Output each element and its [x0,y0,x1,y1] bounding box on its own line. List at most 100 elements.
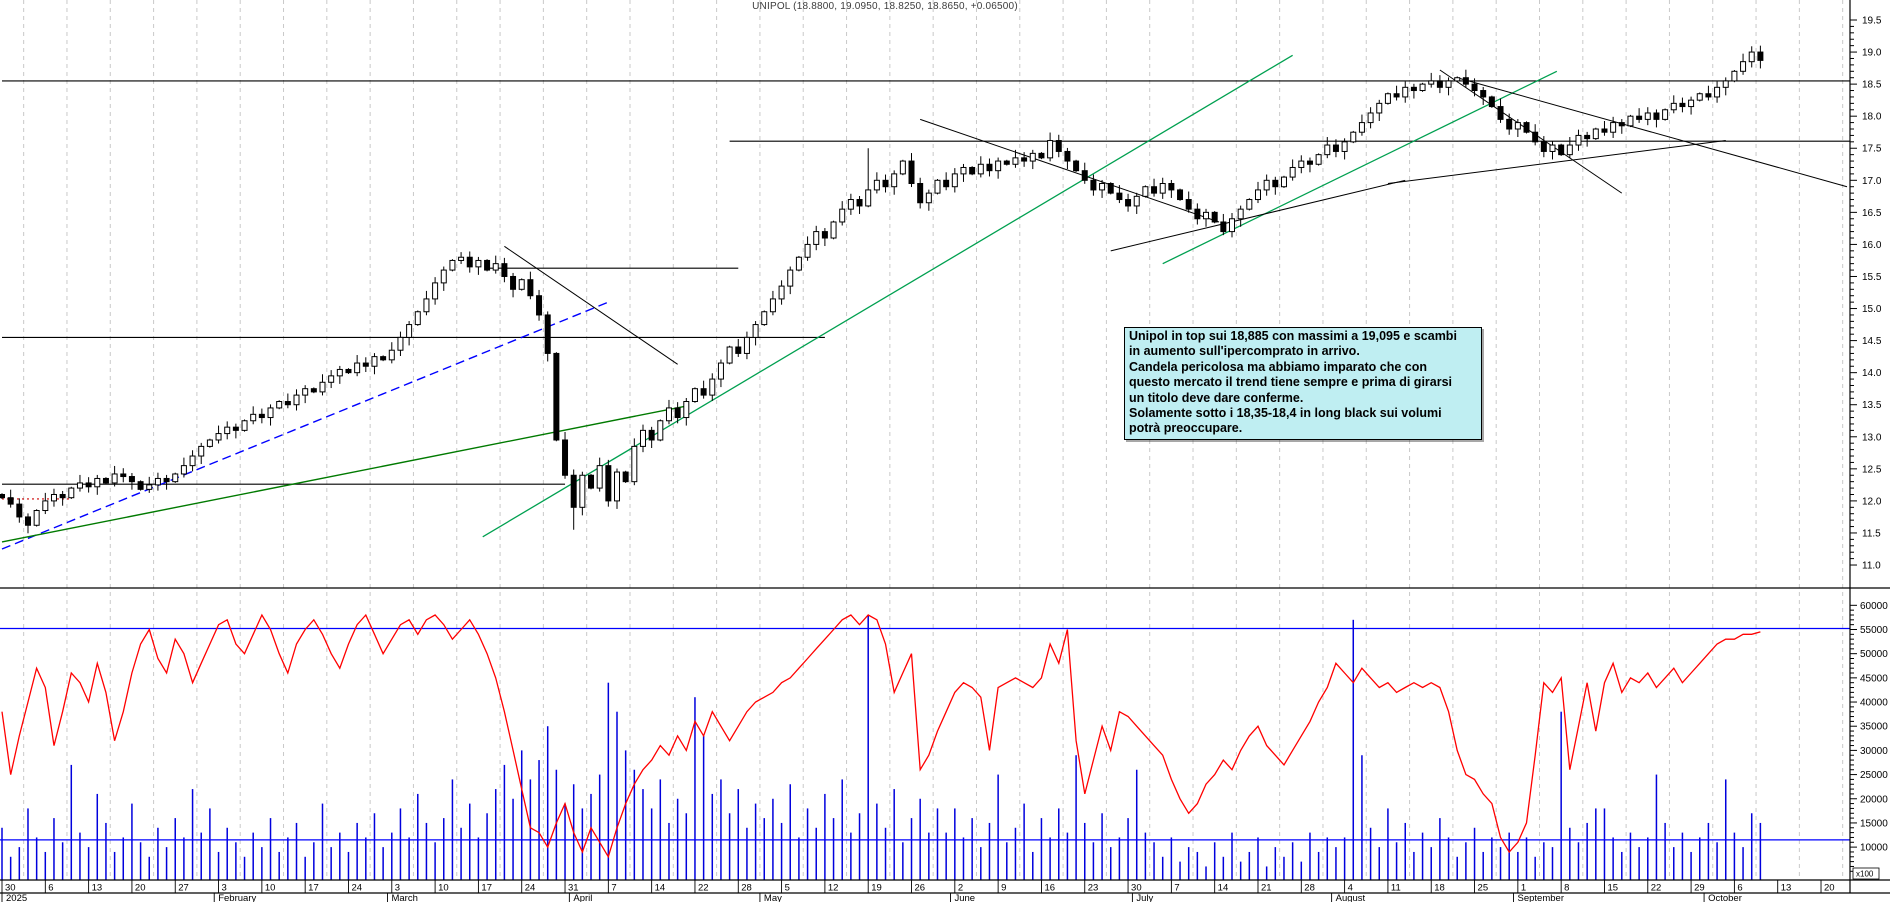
svg-text:October: October [1708,893,1742,902]
svg-text:5: 5 [785,883,790,894]
svg-text:x100: x100 [1856,870,1874,879]
svg-text:17: 17 [481,883,492,894]
svg-text:12: 12 [828,883,839,894]
red-indicator-line [1,613,1761,859]
svg-text:20: 20 [135,883,146,894]
svg-text:1: 1 [1521,883,1526,894]
svg-text:7: 7 [611,883,616,894]
svg-text:16.0: 16.0 [1862,240,1882,251]
desc-june-july [920,118,1220,223]
green-major-uptrend [482,54,1293,538]
svg-text:40000: 40000 [1860,698,1888,709]
svg-text:9: 9 [1001,883,1006,894]
svg-text:11.5: 11.5 [1862,528,1881,539]
candlestick-series [0,45,1764,534]
svg-text:18.5: 18.5 [1862,80,1882,91]
svg-text:16.5: 16.5 [1862,208,1882,219]
svg-text:28: 28 [1304,883,1315,894]
x-axis-months: 2025 February March April May June July August S… [1,893,1742,902]
svg-text:6: 6 [48,883,53,894]
svg-text:August: August [1336,893,1366,902]
svg-text:21: 21 [1261,883,1272,894]
volume-bars [1,614,1762,880]
annotation-line: Solamente sotto i 18,35-18,4 in long bla… [1129,406,1442,421]
svg-text:45000: 45000 [1860,673,1888,684]
svg-text:22: 22 [1651,883,1662,894]
annotation-line: potrà preoccupare. [1129,421,1243,436]
svg-text:13: 13 [92,883,103,894]
svg-text:6: 6 [1737,883,1742,894]
asc-september [1387,140,1726,185]
svg-text:19: 19 [871,883,882,894]
svg-text:14: 14 [655,883,666,894]
svg-text:17.5: 17.5 [1862,144,1882,155]
trendlines [1,54,1848,550]
svg-text:17: 17 [308,883,319,894]
svg-text:17.0: 17.0 [1862,176,1882,187]
svg-text:September: September [1518,893,1564,902]
svg-text:30000: 30000 [1860,746,1888,757]
weekly-gridlines [23,0,1844,880]
svg-text:16: 16 [1044,883,1055,894]
svg-text:2: 2 [958,883,963,894]
svg-text:11: 11 [1391,883,1401,894]
svg-text:14: 14 [1218,883,1229,894]
svg-text:15.5: 15.5 [1862,272,1882,283]
svg-text:22: 22 [698,883,709,894]
svg-text:10000: 10000 [1860,843,1888,854]
desc-march [504,245,678,365]
svg-text:28: 28 [741,883,752,894]
svg-text:12.0: 12.0 [1862,496,1882,507]
svg-text:4: 4 [1348,883,1353,894]
asc-july [1110,179,1406,252]
annotation-line: questo mercato il trend tiene sempre e p… [1129,375,1453,390]
desc-aug-steep [1439,69,1623,194]
svg-text:30: 30 [1131,883,1142,894]
svg-text:June: June [954,893,975,902]
svg-text:July: July [1136,893,1153,902]
svg-text:19.5: 19.5 [1862,16,1882,27]
desc-aug-shallow [1457,77,1848,188]
svg-text:55000: 55000 [1860,625,1888,636]
svg-text:April: April [573,893,592,902]
svg-text:60000: 60000 [1860,601,1888,612]
annotation-line: Unipol in top sui 18,885 con massimi a 1… [1129,329,1457,343]
svg-text:10: 10 [438,883,449,894]
svg-text:26: 26 [915,883,926,894]
blue-dashed-uptrend [1,301,609,550]
svg-text:24: 24 [351,883,362,894]
svg-text:8: 8 [1564,883,1569,894]
green-support-jan-apr [1,405,687,543]
svg-text:15.0: 15.0 [1862,304,1882,315]
volume-threshold-lines [0,627,1850,841]
svg-text:35000: 35000 [1860,722,1888,733]
annotation-line: un titolo deve dare conferme. [1129,390,1304,405]
svg-text:14.5: 14.5 [1862,336,1882,347]
x-axis-weeks: 30 6 13 20 27 3 10 17 24 3 10 17 24 31 7 14 22 28 5 12 19 26 2… [1,880,1835,894]
svg-text:25: 25 [1478,883,1489,894]
svg-text:50000: 50000 [1860,649,1888,660]
svg-text:23: 23 [1088,883,1099,894]
svg-text:20000: 20000 [1860,794,1888,805]
price-axis: 11.0 11.5 12.0 12.5 13.0 13.5 14.0 14.5 15.0 15.5… [1850,16,1882,572]
svg-text:May: May [764,893,782,902]
svg-text:30: 30 [5,883,16,894]
svg-text:10: 10 [265,883,276,894]
svg-text:13: 13 [1781,883,1792,894]
svg-text:20: 20 [1824,883,1835,894]
svg-text:3: 3 [222,883,227,894]
annotation-line: in aumento sull'ipercomprato in arrivo. [1129,344,1360,359]
svg-text:13.0: 13.0 [1862,432,1882,443]
svg-text:14.0: 14.0 [1862,368,1882,379]
svg-text:12.5: 12.5 [1862,464,1882,475]
svg-text:11.0: 11.0 [1862,561,1881,572]
svg-text:31: 31 [568,883,579,894]
svg-text:24: 24 [525,883,536,894]
svg-text:2025: 2025 [6,893,27,902]
svg-text:13.5: 13.5 [1862,400,1882,411]
volume-axis: 10000 15000 20000 25000 30000 35000 40000 45000… [1850,601,1888,880]
annotation-line: Candela pericolosa ma abbiamo imparato c… [1129,359,1428,374]
